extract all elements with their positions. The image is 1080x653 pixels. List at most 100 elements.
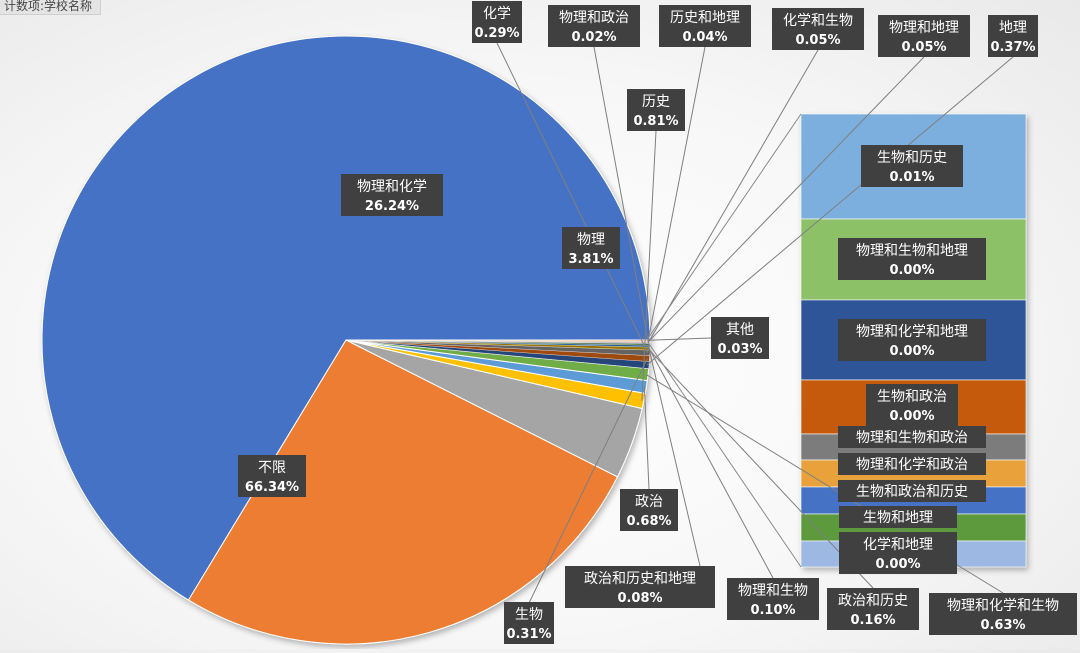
pie-label-6-box [988, 15, 1038, 57]
pie-label-15-value: 0.02% [571, 30, 616, 45]
bar-label-1-value: 0.00% [889, 263, 934, 278]
bar-label-1-name: 物理和生物和地理 [856, 243, 968, 259]
pie-label-1: 物理和化学 26.24% [341, 174, 443, 216]
pie-label-10-name: 物理和生物 [738, 583, 808, 599]
pie-label-4-value: 0.68% [626, 514, 671, 529]
pie-label-15: 物理和政治 0.02% [548, 5, 640, 47]
leader-line-9 [647, 348, 874, 589]
pie-label-8-box [472, 1, 522, 43]
pie-label-9-box [827, 588, 919, 630]
leader-line-13 [647, 56, 925, 343]
pie-label-13-value: 0.05% [901, 40, 946, 55]
bar-label-7-name: 生物和地理 [863, 510, 933, 526]
leader-line-8 [496, 42, 649, 354]
leader-line-4 [643, 386, 650, 490]
leader-line-16 [647, 337, 712, 341]
bar-label-1-box [838, 238, 986, 280]
pie-label-11-box [565, 566, 715, 608]
bar-label-6: 生物和政治和历史 [838, 480, 986, 502]
pie-label-14-box [659, 5, 751, 47]
series-line-top [647, 113, 802, 339]
pie-label-4: 政治 0.68% [620, 489, 678, 531]
pie-label-5-box [929, 593, 1077, 635]
pie-label-4-name: 政治 [635, 494, 663, 510]
pie-label-3-box [627, 89, 685, 131]
pie-label-10-value: 0.10% [750, 603, 795, 618]
pie-label-13-box [878, 15, 970, 57]
pie-label-0-name: 不限 [258, 460, 286, 476]
pie-label-16-box [711, 317, 769, 359]
connector-lines [496, 42, 1014, 604]
pie-label-11-name: 政治和历史和地理 [584, 571, 696, 587]
pie-label-7-box [504, 602, 554, 644]
pie-label-13: 物理和地理 0.05% [878, 15, 970, 57]
pie-label-1-box [341, 174, 443, 216]
pie-label-5-value: 0.63% [980, 618, 1025, 633]
leader-line-14 [647, 46, 706, 342]
pie-label-14-name: 历史和地理 [670, 10, 740, 26]
pie-label-9: 政治和历史 0.16% [827, 588, 919, 630]
bar-label-5-box [838, 453, 986, 475]
bar-label-0-name: 生物和历史 [877, 150, 947, 166]
pie-label-5: 物理和化学和生物 0.63% [929, 593, 1077, 635]
bar-label-8-value: 0.00% [875, 557, 920, 572]
bar-label-4: 物理和生物和政治 [838, 426, 986, 448]
bar-label-3-box [866, 384, 958, 426]
bar-label-7-box [839, 506, 957, 528]
bar-label-5-name: 物理和化学和政治 [856, 457, 968, 473]
pie [41, 35, 651, 645]
bar-label-3-name: 生物和政治 [877, 389, 947, 405]
pie-label-9-name: 政治和历史 [838, 593, 908, 609]
bar-label-8: 化学和地理 0.00% [839, 532, 957, 574]
pie-label-14-value: 0.04% [682, 30, 727, 45]
bar-label-0-value: 0.01% [889, 170, 934, 185]
leader-line-10 [647, 345, 774, 579]
bar-label-3-value: 0.00% [889, 409, 934, 424]
bar-label-8-box [839, 532, 957, 574]
pie-label-2: 物理 3.81% [562, 227, 620, 269]
pie-label-4-box [620, 489, 678, 531]
bar-label-2-name: 物理和化学和地理 [856, 324, 968, 340]
pie-label-3-value: 0.81% [633, 114, 678, 129]
pie-label-16-value: 0.03% [717, 342, 762, 357]
pie-label-0-box [238, 455, 306, 497]
pie-label-14: 历史和地理 0.04% [659, 5, 751, 47]
bar-label-6-name: 生物和政治和历史 [856, 484, 968, 500]
pie-label-3-name: 历史 [642, 94, 670, 110]
pie-label-16: 其他 0.03% [711, 317, 769, 359]
pie-label-12-value: 0.05% [795, 33, 840, 48]
pie-label-7-name: 生物 [515, 607, 543, 623]
bar-label-2: 物理和化学和地理 0.00% [838, 319, 986, 361]
bar-label-2-value: 0.00% [889, 344, 934, 359]
pivot-field-button[interactable]: 计数项:学校名称 [0, 0, 102, 15]
pie-label-8: 化学 0.29% [472, 1, 522, 43]
bar-label-1: 物理和生物和地理 0.00% [838, 238, 986, 280]
leader-line-12 [647, 49, 819, 344]
pie-label-12: 化学和生物 0.05% [772, 8, 864, 50]
pie-label-1-value: 26.24% [365, 199, 419, 214]
pie-slice-1 [187, 339, 619, 645]
pie-label-5-name: 物理和化学和生物 [947, 598, 1059, 614]
pie-label-6-name: 地理 [999, 20, 1027, 36]
pie-slice-0 [41, 35, 651, 601]
pie-label-9-value: 0.16% [850, 613, 895, 628]
pie-label-0: 不限 66.34% [238, 455, 306, 497]
pie-label-15-box [548, 5, 640, 47]
pie-label-13-name: 物理和地理 [889, 20, 959, 36]
pie-label-8-name: 化学 [483, 6, 511, 22]
bar-label-7: 生物和地理 [839, 506, 957, 528]
leader-line-11 [647, 344, 701, 567]
pie-label-8-value: 0.29% [474, 26, 519, 41]
pie-label-2-box [562, 227, 620, 269]
series-line-bottom [647, 342, 802, 568]
pie-label-1-name: 物理和化学 [357, 179, 427, 195]
pie-label-10-box [727, 578, 819, 620]
bar-label-5: 物理和化学和政治 [838, 453, 986, 475]
leader-line-7 [528, 358, 648, 604]
pie-label-3: 历史 0.81% [627, 89, 685, 131]
leader-line-6 [646, 56, 1014, 366]
bar-label-2-box [838, 319, 986, 361]
pie-label-6: 地理 0.37% [988, 15, 1038, 57]
pie-label-10: 物理和生物 0.10% [727, 578, 819, 620]
